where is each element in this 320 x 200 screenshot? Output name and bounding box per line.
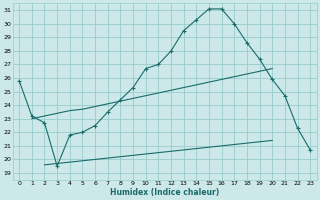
X-axis label: Humidex (Indice chaleur): Humidex (Indice chaleur) — [110, 188, 219, 197]
